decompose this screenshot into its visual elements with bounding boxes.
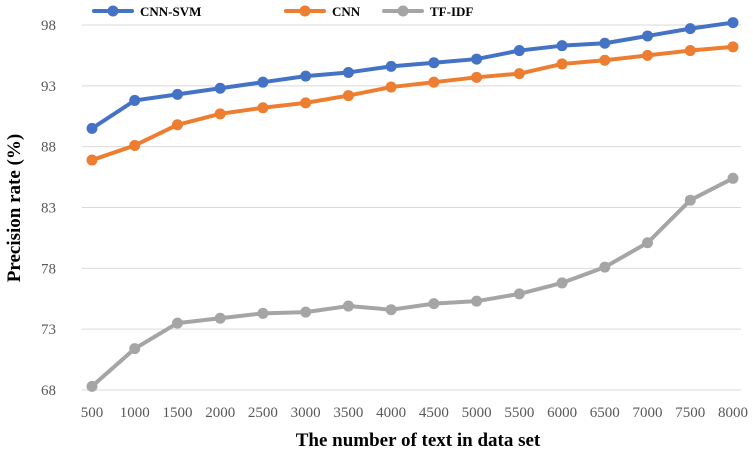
data-point bbox=[684, 194, 696, 206]
data-point bbox=[129, 139, 141, 151]
data-point bbox=[257, 307, 269, 319]
data-point bbox=[385, 81, 397, 93]
x-tick-label: 6000 bbox=[547, 405, 577, 421]
x-tick-label: 8000 bbox=[718, 405, 748, 421]
data-point bbox=[727, 172, 739, 184]
data-point bbox=[342, 300, 354, 312]
data-point bbox=[214, 108, 226, 120]
data-point bbox=[257, 102, 269, 114]
data-point bbox=[428, 76, 440, 88]
x-tick-label: 7000 bbox=[633, 405, 663, 421]
y-axis-ticks: 68 73 78 83 88 93 98 bbox=[41, 18, 56, 399]
legend: CNN-SVM CNN TF-IDF bbox=[92, 4, 473, 19]
x-axis-title: The number of text in data set bbox=[296, 430, 541, 451]
x-tick-label: 2000 bbox=[205, 405, 235, 421]
data-point bbox=[727, 41, 739, 53]
legend-item: CNN-SVM bbox=[92, 4, 201, 19]
data-point bbox=[86, 154, 98, 166]
x-tick-label: 4500 bbox=[419, 405, 449, 421]
data-point bbox=[171, 119, 183, 131]
data-point bbox=[556, 40, 568, 52]
legend-label: CNN-SVM bbox=[140, 4, 201, 19]
data-point bbox=[684, 23, 696, 35]
data-point bbox=[642, 49, 654, 61]
series-cnn-svm bbox=[86, 17, 739, 134]
data-point bbox=[214, 312, 226, 324]
data-point bbox=[428, 298, 440, 310]
series-line bbox=[90, 44, 735, 163]
x-tick-label: 500 bbox=[81, 405, 104, 421]
legend-label: TF-IDF bbox=[430, 4, 473, 19]
data-point bbox=[86, 122, 98, 134]
x-tick-label: 7500 bbox=[675, 405, 705, 421]
data-point bbox=[129, 94, 141, 106]
y-tick-label: 98 bbox=[41, 18, 56, 34]
data-point bbox=[513, 68, 525, 80]
series-tf-idf bbox=[86, 172, 739, 392]
x-tick-label: 6500 bbox=[590, 405, 620, 421]
x-tick-label: 1000 bbox=[120, 405, 150, 421]
y-tick-label: 78 bbox=[41, 261, 56, 277]
y-tick-label: 83 bbox=[41, 201, 56, 217]
data-point bbox=[428, 57, 440, 69]
legend-marker bbox=[299, 5, 311, 17]
series-line bbox=[90, 20, 735, 131]
x-tick-label: 1500 bbox=[162, 405, 192, 421]
data-point bbox=[727, 17, 739, 29]
series-lines bbox=[86, 17, 739, 392]
legend-marker bbox=[107, 5, 119, 17]
data-point bbox=[86, 380, 98, 392]
data-point bbox=[513, 45, 525, 57]
data-point bbox=[300, 70, 312, 82]
y-tick-label: 88 bbox=[41, 140, 56, 156]
data-point bbox=[556, 58, 568, 70]
data-point bbox=[342, 66, 354, 78]
y-tick-label: 93 bbox=[41, 79, 56, 95]
data-point bbox=[556, 277, 568, 289]
data-point bbox=[471, 295, 483, 307]
y-tick-label: 68 bbox=[41, 383, 56, 399]
data-point bbox=[257, 76, 269, 88]
data-point bbox=[214, 82, 226, 94]
legend-item: CNN bbox=[284, 4, 361, 19]
data-point bbox=[300, 97, 312, 109]
legend-item: TF-IDF bbox=[382, 4, 473, 19]
series-line bbox=[90, 176, 735, 389]
data-point bbox=[642, 30, 654, 42]
legend-label: CNN bbox=[332, 4, 361, 19]
x-tick-label: 3500 bbox=[333, 405, 363, 421]
data-point bbox=[471, 71, 483, 83]
gridlines bbox=[82, 24, 741, 391]
x-tick-label: 3000 bbox=[291, 405, 321, 421]
data-point bbox=[300, 306, 312, 318]
data-point bbox=[471, 53, 483, 65]
data-point bbox=[513, 288, 525, 300]
x-tick-label: 5500 bbox=[504, 405, 534, 421]
y-axis-title: Precision rate (%) bbox=[4, 134, 25, 282]
series-cnn bbox=[86, 41, 739, 166]
x-tick-label: 2500 bbox=[248, 405, 278, 421]
x-axis-ticks: 500 1000 1500 2000 2500 3000 3500 4000 4500 5000 5… bbox=[81, 405, 748, 421]
data-point bbox=[599, 261, 611, 273]
data-point bbox=[385, 304, 397, 316]
data-point bbox=[385, 60, 397, 72]
data-point bbox=[342, 90, 354, 102]
data-point bbox=[171, 88, 183, 100]
x-tick-label: 5000 bbox=[462, 405, 492, 421]
data-point bbox=[599, 37, 611, 49]
y-tick-label: 73 bbox=[41, 322, 56, 338]
data-point bbox=[642, 237, 654, 249]
x-tick-label: 4000 bbox=[376, 405, 406, 421]
data-point bbox=[129, 343, 141, 355]
legend-marker bbox=[397, 5, 409, 17]
data-point bbox=[684, 45, 696, 57]
data-point bbox=[171, 317, 183, 329]
data-point bbox=[599, 54, 611, 66]
